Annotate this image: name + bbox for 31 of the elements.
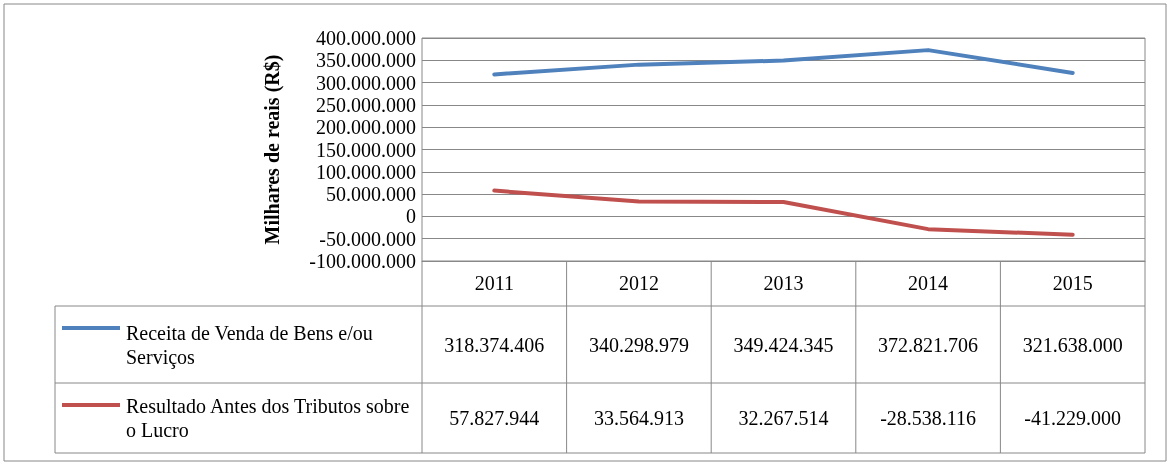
line-series	[492, 188, 1075, 237]
y-axis-title: Milhares de reais (R$)	[261, 54, 284, 245]
y-tick-label: 200.000.000	[316, 116, 416, 139]
y-tick-label: -100.000.000	[309, 250, 416, 272]
y-tick-label: 150.000.000	[316, 138, 416, 161]
data-label: 340.298.979	[588, 333, 689, 356]
y-tick-label: 300.000.000	[316, 71, 416, 94]
legend-label: Receita de Venda de Bens e/ou Serviços	[126, 321, 378, 369]
data-label: 32.267.514	[738, 407, 829, 429]
y-tick-label: 0	[406, 205, 416, 228]
x-tick-label: 2013	[763, 272, 804, 294]
data-label: 318.374.406	[444, 333, 545, 356]
y-tick-label: 50.000.000	[326, 183, 416, 206]
data-label: -41.229.000	[1024, 407, 1122, 429]
y-tick-label: 250.000.000	[316, 93, 416, 116]
y-tick-label: -50.000.000	[319, 227, 416, 250]
data-label: 33.564.913	[593, 407, 684, 429]
x-tick-label: 2012	[618, 272, 659, 294]
y-tick-label: 350.000.000	[316, 49, 416, 72]
data-label: 57.827.944	[449, 407, 540, 429]
y-tick-label: 100.000.000	[316, 160, 416, 183]
legend-label: Resultado Antes dos Tributos sobre o Lucro	[126, 395, 415, 441]
x-tick-label: 2014	[908, 272, 949, 294]
line-series	[492, 48, 1075, 77]
data-label: -28.538.116	[880, 407, 977, 429]
x-tick-label: 2015	[1052, 272, 1093, 294]
x-tick-label: 2011	[474, 272, 514, 294]
data-label: 372.821.706	[878, 333, 979, 356]
data-label: 321.638.000	[1022, 333, 1123, 356]
data-label: 349.424.345	[733, 333, 834, 356]
y-tick-label: 400.000.000	[316, 27, 416, 49]
